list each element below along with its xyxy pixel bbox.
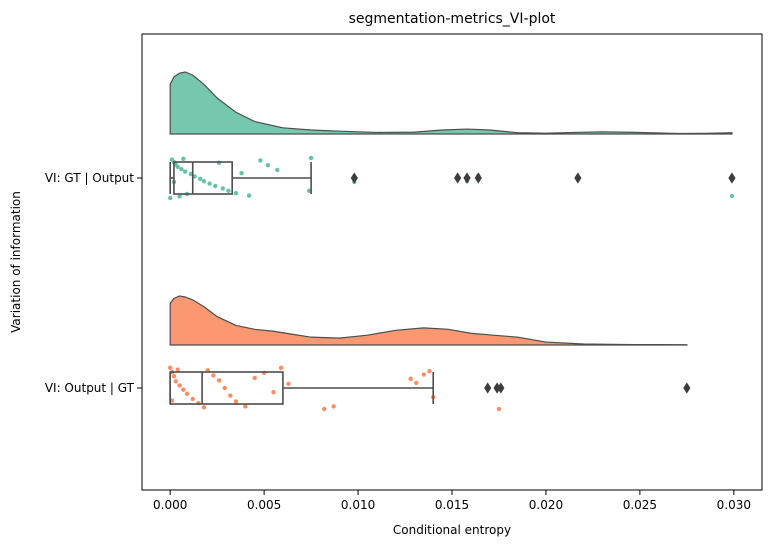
rain-point [173,379,179,384]
rain-point [222,385,227,391]
outlier-marker [474,172,482,184]
rain-point [322,406,327,412]
outlier-marker [493,382,501,394]
plot-frame [141,33,763,491]
rain-point [278,365,284,371]
chart-title: segmentation-metrics_VI-plot [349,11,556,27]
y-tick-label: VI: Output | GT [45,381,135,395]
outlier-marker [683,382,691,394]
rain-point [228,393,233,398]
rain-point [427,369,432,374]
outlier-marker [454,172,462,184]
outlier-marker [350,172,358,184]
rain-point [286,381,291,386]
rain-point [265,163,271,168]
box-iqr [169,371,284,405]
rain-point [183,169,188,174]
rain-point [167,195,173,201]
rain-point [184,391,190,397]
x-tick-label: 0.030 [717,498,751,512]
density-cloud [169,71,733,135]
outlier-marker [497,382,505,394]
x-tick-label: 0.020 [529,498,563,512]
rain-point [207,181,212,186]
rain-point [414,380,419,386]
rain-point [220,186,225,191]
rain-point [198,176,203,181]
x-tick-label: 0.015 [435,498,469,512]
rain-point [275,167,280,173]
x-tick-label: 0.010 [341,498,375,512]
y-axis-label: Variation of information [9,191,23,333]
rain-point [167,365,173,371]
x-tick-label: 0.025 [623,498,657,512]
y-axis: VI: GT | Output VI: Output | GT [45,171,142,395]
x-tick-label: 0.000 [153,498,187,512]
density-cloud [169,295,688,346]
rain-point [213,183,218,189]
rain-point [201,405,207,410]
rain-point [179,167,184,172]
rain-point [421,372,427,377]
rain-point [190,396,195,402]
rain-point [181,387,186,392]
rain-point [252,375,257,381]
rain-point [729,193,735,199]
rain-point [226,188,231,193]
rain-point [496,406,502,412]
rain-point [177,194,182,199]
outlier-marker [574,172,582,184]
plot-area [167,71,736,412]
y-tick-label: VI: GT | Output [45,171,134,185]
rain-point [331,404,336,409]
series-group [167,295,691,412]
rain-point [171,374,177,379]
rain-point [258,158,263,163]
rain-point [308,155,314,161]
rain-point [177,383,182,388]
x-axis: 0.000 0.005 0.010 0.015 0.020 0.025 0.030 [153,490,751,512]
rain-point [239,171,244,176]
rain-point [216,378,222,383]
rain-point [233,399,239,404]
rain-point [271,390,276,395]
box-iqr [173,161,233,195]
rain-point [211,373,216,378]
rain-point [175,367,180,372]
rain-point [246,193,252,198]
series-group [167,71,736,201]
x-tick-label: 0.005 [247,498,281,512]
rain-point [181,156,186,161]
x-axis-label: Conditional entropy [393,523,511,537]
rain-point [233,191,239,196]
rain-point [201,179,207,184]
rain-point [243,404,248,409]
outlier-marker [463,172,471,184]
outlier-marker [484,382,492,394]
outlier-marker [728,172,736,184]
rain-point [408,376,413,381]
rain-point [175,164,180,169]
